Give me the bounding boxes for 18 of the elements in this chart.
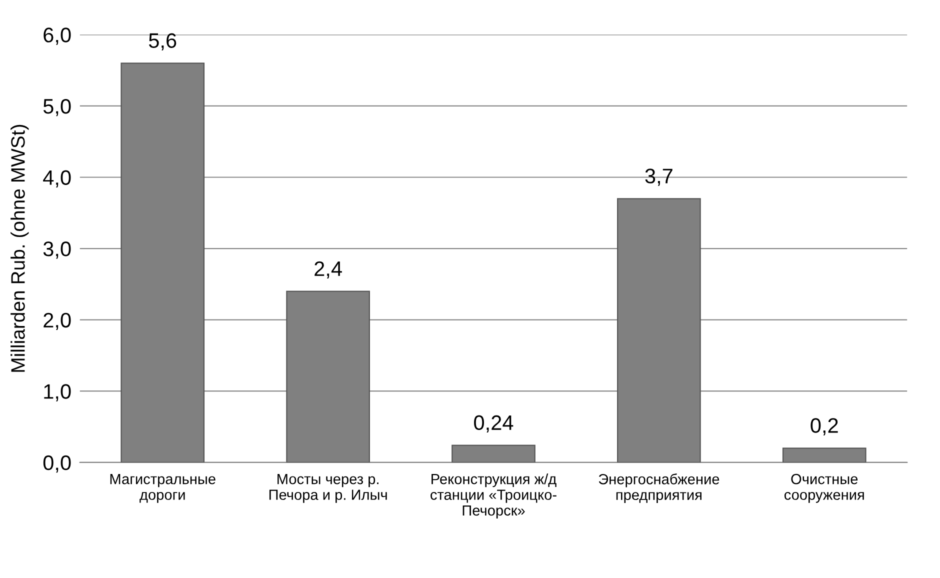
x-tick-label: Мосты через р. Печора и р. Илыч [269, 474, 387, 503]
x-tick-label: Очистные сооружения [784, 474, 864, 503]
y-axis-title: Milliarden Rub. (ohne MWSt) [10, 124, 29, 372]
y-tick-label: 4,0 [43, 170, 71, 188]
y-tick-label: 6,0 [44, 28, 71, 45]
y-tick-label: 1,0 [44, 384, 71, 402]
y-tick-label: 0,0 [43, 455, 71, 473]
y-tick-label: 2,0 [44, 312, 71, 330]
y-tick-label: 5,0 [43, 98, 71, 116]
data-label: 0,2 [810, 418, 838, 436]
y-tick-label: 3,0 [43, 242, 71, 259]
x-tick-label: Реконструкция ж/д станции «Троицко- Печорск» [430, 474, 556, 519]
data-label: 5,6 [148, 33, 176, 50]
x-tick-label: Магистральные дороги [110, 474, 216, 503]
data-label: 2,4 [314, 261, 342, 279]
data-label: 0,24 [474, 415, 514, 433]
data-label: 3,7 [645, 168, 672, 186]
x-tick-label: Энергоснабжение предприятия [598, 474, 720, 503]
